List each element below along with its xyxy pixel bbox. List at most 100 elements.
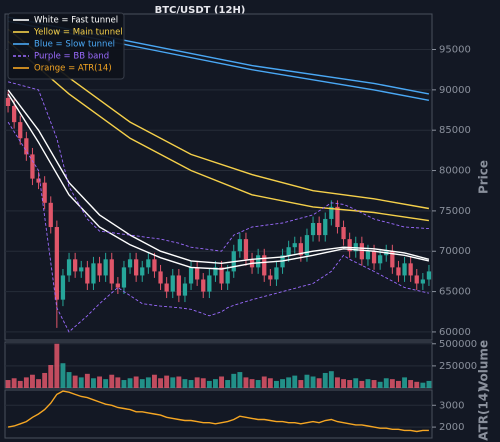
volume-bar [396,380,401,388]
candle-body [310,222,316,236]
candle-body [30,154,35,179]
candle-body [158,271,163,284]
y-tick-label: 65000 [439,287,471,298]
volume-bar [30,374,35,388]
legend-label: Orange = ATR(14) [34,64,112,74]
volume-bar [213,379,218,388]
candle-body [176,275,181,296]
volume-bar [225,380,231,388]
volume-bar [243,377,249,388]
legend-box [7,12,125,80]
volume-bar [103,379,109,388]
candle-body [188,267,194,284]
y-tick-label: 2000 [439,422,464,433]
candle-body [268,275,273,280]
candle-body [127,259,133,268]
volume-bar [84,373,90,388]
y-tick-label: 3000 [439,400,464,411]
volume-bar [347,380,353,388]
candle-body [292,243,297,248]
volume-bar [133,376,139,388]
volume-bar [261,376,267,388]
candle-body [286,247,291,256]
candle-body [42,182,47,203]
candle-body [97,263,102,276]
candle-body [79,267,84,272]
volume-bar [182,379,188,388]
volume-bar [328,371,334,388]
volume-bar [426,380,432,388]
candle-body [262,255,267,276]
candle-body [5,97,11,106]
volume-bar [383,378,389,388]
volume-bar [280,379,285,388]
y-axis-label: Price [477,160,491,194]
tunnel-line [7,89,430,265]
volume-bar [231,373,237,388]
candle-body [426,271,432,280]
candle-body [73,259,78,272]
volume-bar [91,378,96,388]
candle-body [213,267,218,276]
volume-bar [286,377,292,388]
volume-bar [341,379,346,388]
volume-bar [139,379,145,388]
candle-body [365,251,371,260]
candle-body [91,263,96,284]
volume-bar [414,381,420,388]
candle-body [115,283,120,288]
y-tick-label: 500000 [439,339,477,350]
volume-bar [170,377,176,388]
volume-bar [23,377,29,388]
y-tick-label: 95000 [439,45,471,56]
volume-bar [66,372,72,388]
volume-bar [145,377,151,388]
candle-body [347,239,352,252]
tunnel-line [7,93,430,270]
candle-body [48,202,53,228]
candle-body [121,267,127,288]
legend-label: White = Fast tunnel [34,16,118,26]
tunnel-line [7,81,429,252]
volume-bar [267,378,273,388]
atr-line [7,390,429,433]
candle-body [134,259,139,276]
candle-body [170,275,175,292]
candle-body [317,222,322,236]
y-tick-label: 85000 [439,125,471,136]
volume-bar [420,382,426,388]
panel [4,341,433,389]
volume-bar [402,377,407,388]
volume-bar [219,376,224,388]
candle-body [109,259,114,284]
volume-bar [408,380,414,388]
volume-bar [42,372,48,388]
volume-bar [371,380,377,388]
candle-body [36,178,41,183]
volume-bar [389,379,395,388]
candle-body [304,235,310,256]
candle-body [341,227,346,240]
candle-body [146,259,151,268]
y-tick-label: 80000 [439,166,471,177]
volume-bar [72,375,78,388]
candle-body [371,251,377,264]
candle-body [54,227,59,300]
volume-bar [304,374,310,388]
candle-body [335,206,340,228]
y-tick-label: 60000 [439,327,471,338]
tunnel-line [7,40,430,222]
volume-bar [5,380,11,388]
y-tick-label: 90000 [439,85,471,96]
candle-body [329,206,334,219]
candle-body [420,279,425,284]
legend: White = Fast tunnel Yellow = Main tunnel B… [7,12,125,80]
candle-body [408,263,413,276]
volume-bar [298,380,304,388]
volume-bar [322,372,328,388]
candle-body [243,239,249,260]
candle-body [195,267,200,280]
volume-bar [109,374,115,388]
volume-bar [158,378,163,388]
